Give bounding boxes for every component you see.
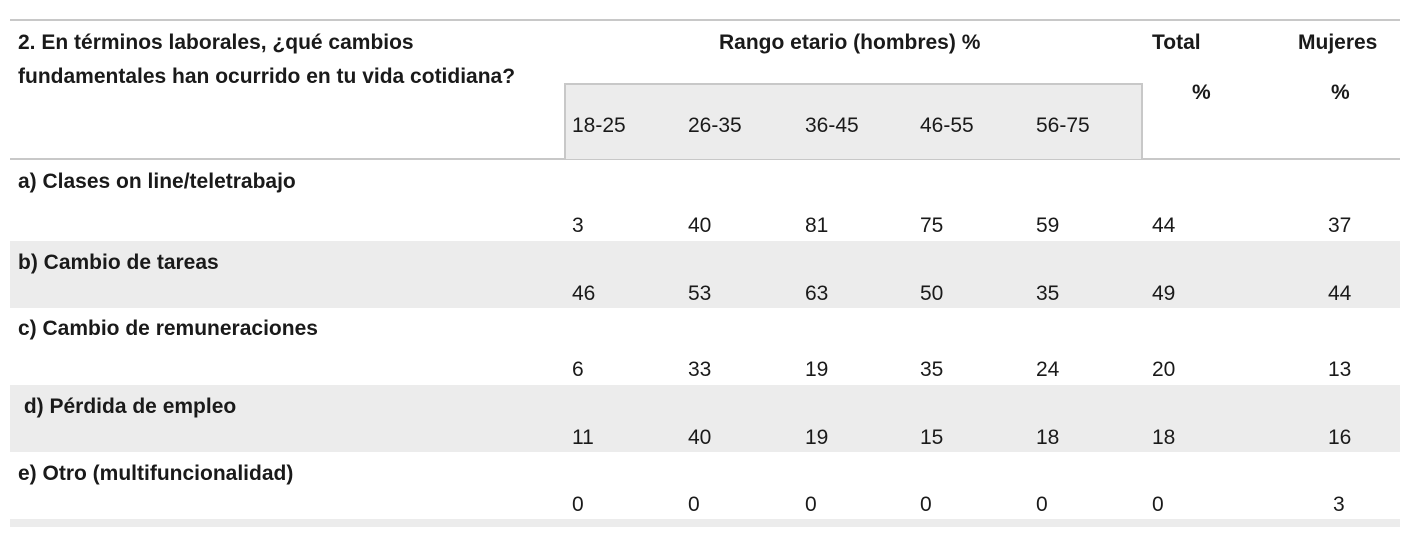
cell-value: 15 xyxy=(920,426,944,449)
bottom-band xyxy=(10,519,1400,527)
row-band-b xyxy=(10,241,1400,308)
cell-total: 0 xyxy=(1152,493,1164,516)
cell-total: 20 xyxy=(1152,358,1176,381)
cell-value: 6 xyxy=(572,358,584,381)
row-label: d) Pérdida de empleo xyxy=(18,395,237,418)
cell-value: 63 xyxy=(805,282,829,305)
row-label: c) Cambio de remuneraciones xyxy=(18,317,318,340)
cell-value: 59 xyxy=(1036,214,1060,237)
cell-value: 0 xyxy=(1036,493,1048,516)
cell-value: 50 xyxy=(920,282,944,305)
cell-women: 13 xyxy=(1328,358,1352,381)
cell-value: 40 xyxy=(688,214,712,237)
cell-value: 0 xyxy=(572,493,584,516)
age-group-title: Rango etario (hombres) % xyxy=(719,31,981,54)
age-range-label: 26-35 xyxy=(688,114,742,137)
age-range-label: 46-55 xyxy=(920,114,974,137)
women-unit: % xyxy=(1331,81,1350,104)
cell-total: 44 xyxy=(1152,214,1176,237)
cell-value: 19 xyxy=(805,426,829,449)
cell-total: 18 xyxy=(1152,426,1176,449)
age-range-label: 36-45 xyxy=(805,114,859,137)
top-rule xyxy=(10,19,1400,21)
cell-value: 19 xyxy=(805,358,829,381)
cell-value: 24 xyxy=(1036,358,1060,381)
cell-value: 0 xyxy=(805,493,817,516)
cell-women: 44 xyxy=(1328,282,1352,305)
cell-value: 18 xyxy=(1036,426,1060,449)
question-line-1: 2. En términos laborales, ¿qué cambios xyxy=(18,31,414,54)
cell-value: 33 xyxy=(688,358,712,381)
cell-value: 35 xyxy=(920,358,944,381)
cell-value: 40 xyxy=(688,426,712,449)
total-unit: % xyxy=(1192,81,1211,104)
age-range-label: 56-75 xyxy=(1036,114,1090,137)
cell-value: 3 xyxy=(572,214,584,237)
header-bottom-rule xyxy=(10,158,1400,160)
cell-value: 0 xyxy=(688,493,700,516)
row-label: e) Otro (multifuncionalidad) xyxy=(18,462,294,485)
cell-women: 16 xyxy=(1328,426,1352,449)
question-line-2: fundamentales han ocurrido en tu vida co… xyxy=(18,65,516,88)
cell-value: 53 xyxy=(688,282,712,305)
cell-women: 37 xyxy=(1328,214,1352,237)
row-label: b) Cambio de tareas xyxy=(18,251,219,274)
age-range-label: 18-25 xyxy=(572,114,626,137)
cell-total: 49 xyxy=(1152,282,1176,305)
age-range-subheader-box xyxy=(564,83,1143,159)
cell-value: 11 xyxy=(572,426,594,449)
cell-value: 75 xyxy=(920,214,944,237)
cell-value: 0 xyxy=(920,493,932,516)
cell-value: 81 xyxy=(805,214,829,237)
total-title: Total xyxy=(1152,31,1201,54)
row-label: a) Clases on line/teletrabajo xyxy=(18,170,296,193)
women-title: Mujeres xyxy=(1298,31,1378,54)
cell-women: 3 xyxy=(1333,493,1345,516)
row-band-d xyxy=(10,385,1400,452)
cell-value: 35 xyxy=(1036,282,1060,305)
cell-value: 46 xyxy=(572,282,596,305)
